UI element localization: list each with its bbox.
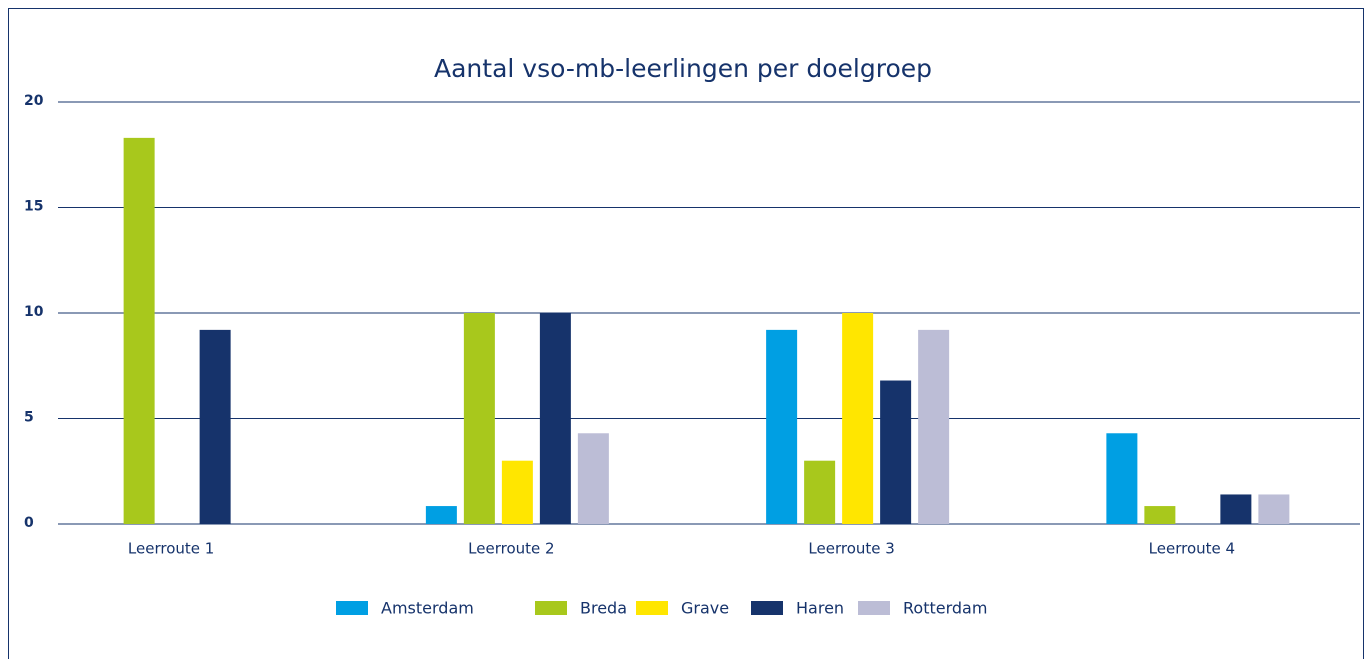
legend-label: Breda — [580, 599, 627, 618]
x-tick-label: Leerroute 1 — [128, 540, 214, 558]
y-tick-label: 15 — [24, 199, 43, 215]
bar — [766, 329, 798, 524]
bar — [577, 433, 609, 524]
x-tick-label: Leerroute 3 — [808, 540, 894, 558]
legend-swatch — [636, 601, 668, 615]
bar — [1106, 433, 1138, 524]
bar — [501, 460, 533, 524]
legend-swatch — [336, 601, 368, 615]
bar — [123, 137, 155, 524]
y-tick-label: 20 — [24, 93, 44, 109]
bar — [918, 329, 950, 524]
bar — [880, 380, 912, 524]
bar — [199, 329, 231, 524]
bar — [539, 313, 571, 524]
bar — [804, 460, 836, 524]
bar — [425, 506, 457, 524]
x-tick-label: Leerroute 2 — [468, 540, 554, 558]
bar — [463, 313, 495, 524]
y-tick-label: 0 — [24, 515, 34, 531]
chart-border — [8, 8, 1364, 663]
legend-label: Rotterdam — [903, 599, 987, 618]
x-tick-label: Leerroute 4 — [1149, 540, 1235, 558]
y-tick-label: 10 — [24, 304, 44, 320]
legend-label: Amsterdam — [381, 599, 474, 618]
legend-swatch — [858, 601, 890, 615]
bar — [1258, 494, 1290, 524]
bar — [1144, 506, 1176, 524]
bar — [842, 313, 874, 524]
legend-swatch — [751, 601, 783, 615]
legend-swatch — [535, 601, 567, 615]
legend-label: Haren — [796, 599, 844, 618]
y-tick-label: 5 — [24, 410, 34, 426]
bar — [1220, 494, 1252, 524]
legend-label: Grave — [681, 599, 729, 618]
chart-title: Aantal vso-mb-leerlingen per doelgroep — [434, 54, 932, 83]
